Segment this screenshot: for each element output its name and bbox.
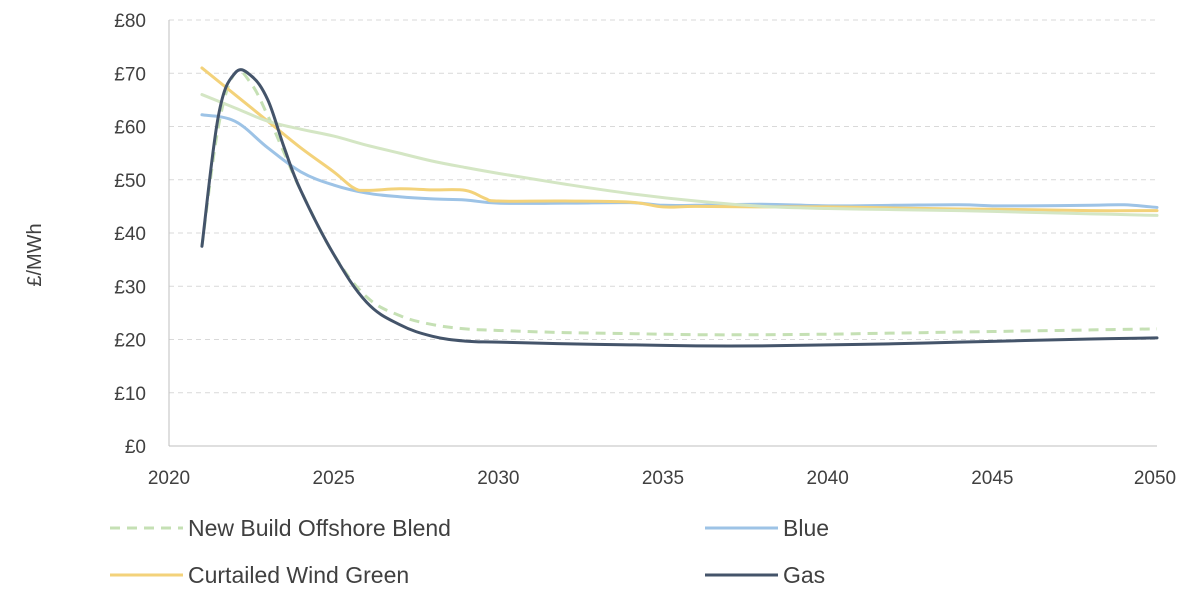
legend-item: Curtailed Wind Green	[110, 562, 409, 588]
series-lines	[200, 66, 1159, 348]
y-tick-label: £20	[114, 331, 146, 352]
series-line-unlabelled-series	[200, 93, 1159, 217]
legend-label: Curtailed Wind Green	[188, 562, 409, 588]
legend: New Build Offshore Blend Blue Curtailed Wi…	[110, 515, 829, 588]
x-tick-label: 2040	[807, 468, 849, 489]
y-tick-label: £60	[114, 118, 146, 139]
y-tick-label: £0	[125, 437, 146, 458]
y-tick-label: £50	[114, 171, 146, 192]
y-tick-label: £80	[114, 11, 146, 32]
y-tick-label: £10	[114, 384, 146, 405]
axes	[168, 20, 1157, 447]
y-axis-label: £/MWh	[24, 223, 46, 286]
legend-label: Blue	[783, 515, 829, 541]
tick-labels: £0 £10 £20 £30 £40 £50 £60 £70 £80 2020 2025 2030 20…	[114, 11, 1176, 489]
x-tick-label: 2045	[971, 468, 1013, 489]
gridlines	[169, 19, 1157, 394]
x-tick-label: 2025	[313, 468, 355, 489]
legend-item: Blue	[705, 515, 829, 541]
x-tick-label: 2035	[642, 468, 684, 489]
x-tick-label: 2030	[477, 468, 519, 489]
series-line-gas	[200, 68, 1159, 348]
x-tick-label: 2050	[1134, 468, 1176, 489]
series-line-curtailed-wind-green	[200, 66, 1159, 213]
legend-label: Gas	[783, 562, 825, 588]
y-tick-label: £30	[114, 277, 146, 298]
y-tick-label: £40	[114, 224, 146, 245]
legend-label: New Build Offshore Blend	[188, 515, 451, 541]
legend-item: Gas	[705, 562, 825, 588]
legend-item: New Build Offshore Blend	[110, 515, 451, 541]
series-line-blue	[200, 113, 1159, 209]
series-line-new-build-offshore-blend	[200, 69, 1158, 337]
x-tick-label: 2020	[148, 468, 190, 489]
y-tick-label: £70	[114, 64, 146, 85]
